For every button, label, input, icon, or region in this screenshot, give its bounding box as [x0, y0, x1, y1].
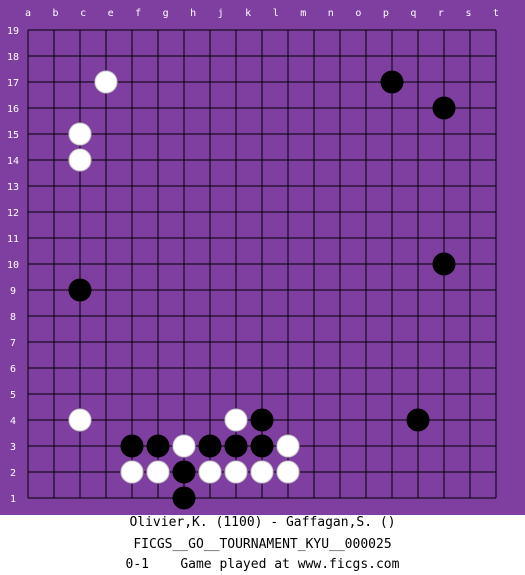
white-stone [94, 70, 118, 94]
black-stone [146, 434, 170, 458]
black-stone [380, 70, 404, 94]
black-stone [250, 434, 274, 458]
black-stone [172, 486, 196, 510]
white-stone [224, 460, 248, 484]
row-label: 8 [10, 312, 16, 323]
black-stone [172, 460, 196, 484]
row-label: 2 [10, 468, 16, 479]
row-label: 18 [7, 52, 19, 63]
row-label: 16 [7, 104, 19, 115]
column-label: m [300, 8, 306, 19]
row-label: 15 [7, 130, 19, 141]
black-stone [120, 434, 144, 458]
black-stone [432, 96, 456, 120]
white-stone [276, 460, 300, 484]
white-stone [198, 460, 222, 484]
black-stone [68, 278, 92, 302]
column-label: p [383, 8, 389, 19]
black-stone [250, 408, 274, 432]
column-label: h [190, 8, 196, 19]
row-label: 1 [10, 494, 16, 505]
event-caption: FICGS__GO__TOURNAMENT_KYU__000025 [133, 537, 392, 552]
row-label: 11 [7, 234, 19, 245]
row-label: 9 [10, 286, 16, 297]
row-label: 19 [7, 26, 19, 37]
white-stone [68, 122, 92, 146]
column-label: q [410, 8, 416, 19]
row-label: 7 [10, 338, 16, 349]
row-label: 10 [7, 260, 19, 271]
white-stone [276, 434, 300, 458]
column-label: e [108, 8, 114, 19]
black-stone [406, 408, 430, 432]
white-stone [68, 148, 92, 172]
white-stone [224, 408, 248, 432]
result-text: 0-1 [125, 557, 149, 572]
black-stone [224, 434, 248, 458]
white-stone [68, 408, 92, 432]
row-label: 3 [10, 442, 16, 453]
row-label: 14 [7, 156, 19, 167]
column-label: s [465, 8, 471, 19]
column-label: c [80, 8, 86, 19]
white-stone [120, 460, 144, 484]
black-stone [198, 434, 222, 458]
result-footer: 0-1 Game played at www.ficgs.com [0, 557, 525, 573]
players-caption: Olivier,K. (1100) - Gaffagan,S. () [129, 515, 396, 530]
black-stone [432, 252, 456, 276]
footer-gap [149, 557, 180, 572]
column-label: r [438, 8, 444, 19]
row-label: 13 [7, 182, 19, 193]
column-label: t [493, 8, 499, 19]
column-label: g [163, 8, 169, 19]
column-label: f [135, 8, 141, 19]
column-label: k [245, 8, 251, 19]
white-stone [146, 460, 170, 484]
column-label: n [328, 8, 334, 19]
row-label: 4 [10, 416, 16, 427]
row-label: 6 [10, 364, 16, 375]
row-label: 17 [7, 78, 19, 89]
row-labels: 19 18 17 16 15 14 13 12 11 10 9 8 7 6 5 4 3 2 1 [7, 26, 19, 505]
stones-layer [68, 70, 456, 510]
column-label: l [273, 8, 279, 19]
column-label: o [355, 8, 361, 19]
column-label: j [218, 8, 224, 19]
white-stone [250, 460, 274, 484]
row-label: 12 [7, 208, 19, 219]
column-label: a [25, 8, 31, 19]
row-label: 5 [10, 390, 16, 401]
site-note: Game played at www.ficgs.com [180, 557, 400, 572]
white-stone [172, 434, 196, 458]
column-label: b [52, 8, 58, 19]
